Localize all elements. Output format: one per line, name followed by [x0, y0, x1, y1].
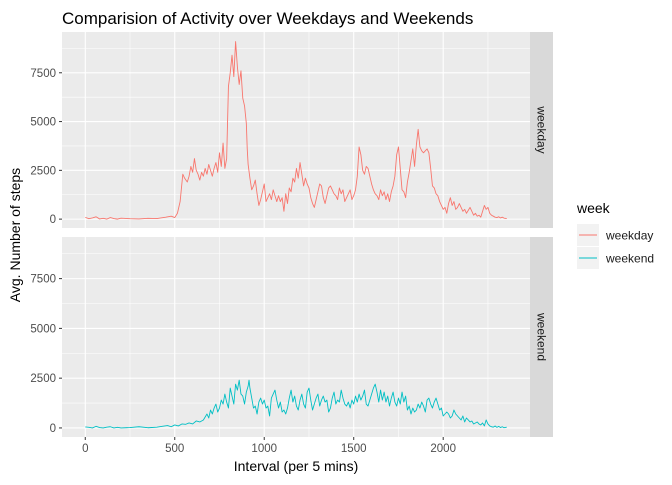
facet-strip-weekday: weekday	[530, 32, 553, 228]
y-tick-label: 5000	[30, 323, 56, 335]
panel-weekday-background	[62, 32, 530, 228]
panel-weekday	[62, 32, 530, 228]
y-tick-label: 2500	[30, 373, 56, 385]
facet-strip-weekday-background	[530, 32, 553, 228]
y-axis-weekday: 0 2500 5000 7500	[30, 68, 62, 226]
x-axis: 0 500 1000 1500 2000	[82, 437, 456, 455]
y-axis-title: Avg. Number of steps	[7, 168, 23, 302]
legend-label-weekday: weekday	[605, 229, 653, 243]
legend-label-weekend: weekend	[605, 252, 654, 266]
facet-strip-weekend-label: weekend	[535, 312, 549, 361]
y-tick-label: 7500	[30, 68, 56, 80]
panel-weekend	[62, 237, 530, 437]
legend-title: week	[576, 200, 611, 216]
y-tick-label: 7500	[30, 274, 56, 286]
series-line-weekday	[85, 41, 507, 220]
x-tick-label: 1000	[251, 443, 277, 455]
x-axis-title: Interval (per 5 mins)	[234, 458, 358, 474]
panel-weekday-series	[85, 41, 507, 220]
x-tick-label: 0	[82, 443, 88, 455]
y-tick-label: 0	[50, 214, 56, 226]
x-tick-label: 1500	[341, 443, 367, 455]
chart-title: Comparision of Activity over Weekdays an…	[62, 9, 473, 28]
panel-weekend-grid	[62, 237, 530, 437]
y-axis-weekend: 0 2500 5000 7500	[30, 274, 62, 435]
facet-strip-weekend-background	[530, 237, 553, 437]
y-tick-label: 0	[50, 423, 56, 435]
panel-weekend-background	[62, 237, 530, 437]
x-tick-label: 2000	[430, 443, 456, 455]
facet-strip-weekend: weekend	[530, 237, 553, 437]
x-tick-label: 500	[165, 443, 184, 455]
y-tick-label: 2500	[30, 165, 56, 177]
panel-weekday-grid	[62, 32, 530, 228]
facet-strip-weekday-label: weekday	[535, 105, 549, 153]
panel-weekend-series	[85, 379, 507, 429]
series-line-weekend	[85, 379, 507, 429]
y-tick-label: 5000	[30, 117, 56, 129]
legend-item-weekend: weekend	[577, 247, 654, 269]
legend-item-weekday: weekday	[577, 224, 653, 246]
legend: week weekday weekend	[576, 200, 654, 269]
